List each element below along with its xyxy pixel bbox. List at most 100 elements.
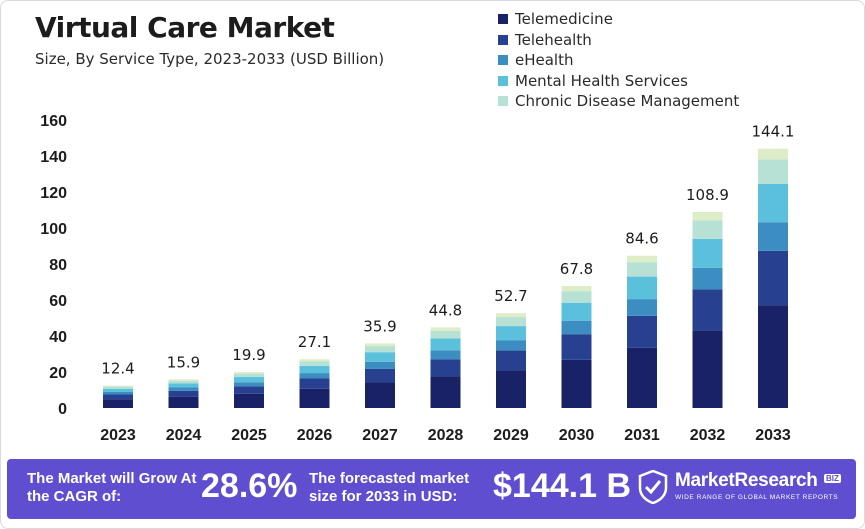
bar-segment bbox=[430, 376, 461, 408]
bar-total-label: 84.6 bbox=[625, 230, 658, 248]
bar-segment bbox=[496, 350, 526, 371]
legend-item-ehealth: eHealth bbox=[498, 50, 739, 71]
chart-subtitle: Size, By Service Type, 2023-2033 (USD Bi… bbox=[35, 50, 385, 68]
legend-item-telemedicine: Telemedicine bbox=[498, 9, 739, 30]
bar-segment bbox=[430, 359, 461, 377]
y-tick-label: 100 bbox=[40, 221, 67, 238]
bar-segment bbox=[365, 346, 395, 353]
bar-segment bbox=[103, 385, 133, 387]
bar-total-label: 27.1 bbox=[298, 333, 331, 351]
bar-segment bbox=[561, 285, 592, 292]
legend-label: Telehealth bbox=[515, 30, 592, 49]
bar-segment bbox=[496, 370, 526, 408]
bar-segment bbox=[365, 352, 395, 362]
forecast-size-label: The forecasted market size for 2033 in U… bbox=[309, 470, 470, 505]
bar-segment bbox=[299, 361, 330, 366]
bar-segment bbox=[430, 338, 461, 351]
bar-segment bbox=[496, 326, 526, 341]
checkmark-logo-icon bbox=[638, 470, 668, 504]
bar-segment bbox=[168, 387, 199, 391]
bar-segment bbox=[430, 330, 461, 339]
bar-segment bbox=[299, 359, 330, 362]
legend-swatch bbox=[498, 96, 508, 107]
bar-total-label: 44.8 bbox=[429, 301, 462, 319]
legend-label: Chronic Disease Management bbox=[515, 92, 740, 111]
legend-item-telehealth: Telehealth bbox=[498, 30, 739, 51]
legend-label: Telemedicine bbox=[515, 10, 613, 29]
bar-total-label: 52.7 bbox=[494, 287, 527, 305]
bar-segment bbox=[103, 388, 133, 392]
bar-segment bbox=[758, 222, 788, 251]
bar-total-label: 144.1 bbox=[752, 123, 795, 141]
bar-segment bbox=[299, 378, 330, 389]
bar-segment bbox=[299, 388, 330, 408]
y-tick-label: 60 bbox=[49, 293, 67, 310]
bar-segment bbox=[496, 317, 526, 327]
legend: Telemedicine Telehealth eHealth Mental H… bbox=[498, 9, 739, 112]
bar-segment bbox=[692, 220, 723, 239]
bar-total-label: 108.9 bbox=[686, 186, 729, 204]
bar-segment bbox=[168, 383, 199, 388]
bar-segment bbox=[561, 334, 592, 360]
bar-segment bbox=[627, 276, 657, 300]
bar-segment bbox=[430, 350, 461, 360]
forecast-size-value: $144.1 B bbox=[493, 467, 631, 505]
bar-segment bbox=[365, 368, 395, 383]
bar-segment bbox=[168, 379, 199, 381]
bar-segment bbox=[168, 380, 199, 384]
logo-badge: BIZ bbox=[824, 474, 841, 483]
bar-segment bbox=[365, 361, 395, 369]
bar-segment bbox=[692, 289, 723, 331]
x-tick-label: 2028 bbox=[428, 427, 464, 444]
legend-label: eHealth bbox=[515, 51, 574, 70]
bar-segment bbox=[234, 393, 264, 408]
legend-swatch bbox=[498, 14, 508, 25]
y-tick-label: 40 bbox=[49, 329, 67, 346]
y-tick-label: 0 bbox=[58, 401, 67, 418]
x-tick-label: 2024 bbox=[166, 427, 202, 444]
bar-segment bbox=[234, 382, 264, 387]
bar-segment bbox=[758, 148, 788, 160]
legend-label: Mental Health Services bbox=[515, 71, 688, 90]
bar-segment bbox=[365, 382, 395, 408]
bar-segment bbox=[627, 262, 657, 277]
x-tick-label: 2030 bbox=[559, 427, 595, 444]
bar-total-label: 12.4 bbox=[101, 360, 134, 378]
cagr-label: The Market will Grow At the CAGR of: bbox=[27, 470, 197, 505]
x-tick-label: 2033 bbox=[755, 427, 791, 444]
x-tick-label: 2025 bbox=[231, 427, 267, 444]
legend-swatch bbox=[498, 75, 508, 86]
bar-segment bbox=[103, 394, 133, 400]
bar-segment bbox=[692, 238, 723, 268]
bar-segment bbox=[103, 386, 133, 389]
bar-segment bbox=[758, 183, 788, 223]
bar-total-label: 35.9 bbox=[363, 317, 396, 335]
cagr-value: 28.6% bbox=[201, 467, 298, 505]
bar-segment bbox=[168, 396, 199, 408]
y-tick-label: 80 bbox=[49, 257, 67, 274]
legend-swatch bbox=[498, 34, 508, 45]
bar-segment bbox=[561, 291, 592, 303]
bar-segment bbox=[103, 399, 133, 408]
bar-total-label: 15.9 bbox=[167, 353, 200, 371]
logo-name: MarketResearch bbox=[675, 470, 818, 491]
bar-segment bbox=[561, 359, 592, 408]
bar-total-label: 19.9 bbox=[232, 346, 265, 364]
bar-segment bbox=[234, 386, 264, 394]
legend-swatch bbox=[498, 55, 508, 66]
bar-segment bbox=[561, 320, 592, 335]
bar-segment bbox=[430, 327, 461, 331]
bar-segment bbox=[627, 299, 657, 316]
bar-segment bbox=[103, 391, 133, 395]
x-tick-label: 2026 bbox=[297, 427, 333, 444]
bar-segment bbox=[692, 267, 723, 290]
legend-item-chronic-disease: Chronic Disease Management bbox=[498, 91, 739, 112]
bar-segment bbox=[234, 377, 264, 383]
bar-segment bbox=[234, 372, 264, 374]
bar-segment bbox=[168, 390, 199, 397]
marketresearch-logo[interactable]: MarketResearch BIZ WIDE RANGE OF GLOBAL … bbox=[635, 468, 850, 508]
x-tick-label: 2029 bbox=[493, 427, 529, 444]
bar-total-label: 67.8 bbox=[560, 260, 593, 278]
chart-title: Virtual Care Market bbox=[35, 11, 335, 44]
